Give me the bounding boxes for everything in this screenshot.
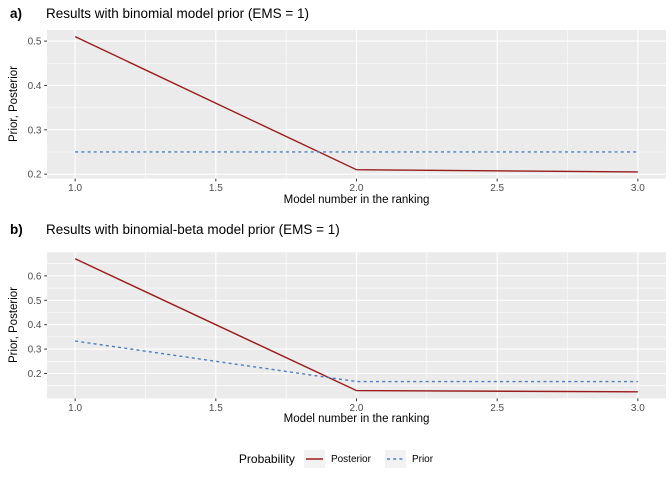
y-tick-label: 0.4 bbox=[28, 320, 42, 331]
legend-label-posterior: Posterior bbox=[330, 453, 371, 465]
chart-a-plot-area: 1.0 1.5 2.0 2.5 3.0 0.2 0.3 0.4 0.5 bbox=[0, 0, 672, 212]
y-tick-label: 0.2 bbox=[28, 369, 42, 380]
x-tick-label: 2.5 bbox=[490, 183, 504, 194]
legend: Probability Posterior Prior bbox=[0, 446, 672, 472]
x-tick-label: 1.0 bbox=[68, 403, 82, 414]
series-line-posterior bbox=[74, 258, 638, 393]
chart-b-tag: b) bbox=[10, 222, 23, 237]
x-tick-label: 3.0 bbox=[631, 183, 645, 194]
legend-item-prior: Prior bbox=[384, 450, 434, 468]
legend-title: Probability bbox=[238, 452, 295, 466]
x-tick-label: 3.0 bbox=[631, 403, 645, 414]
x-tick-label: 2.0 bbox=[350, 183, 364, 194]
y-tick-label: 0.3 bbox=[28, 345, 42, 356]
chart-b-x-axis-label: Model number in the ranking bbox=[283, 413, 430, 425]
y-tick-label: 0.2 bbox=[28, 170, 42, 181]
legend-item-posterior: Posterior bbox=[303, 450, 371, 468]
chart-b-title: b) Results with binomial-beta model prior… bbox=[10, 222, 340, 237]
y-tick-label: 0.6 bbox=[28, 271, 42, 282]
series-line-posterior bbox=[74, 36, 638, 173]
prior-line-key-icon bbox=[384, 450, 406, 468]
chart-a-tag: a) bbox=[10, 6, 23, 21]
chart-b-title-text: Results with binomial-beta model prior (… bbox=[46, 222, 340, 237]
x-tick-label: 1.0 bbox=[68, 183, 82, 194]
chart-a-x-axis-label: Model number in the ranking bbox=[283, 194, 430, 206]
y-tick-label: 0.5 bbox=[28, 37, 42, 48]
x-tick-label: 1.5 bbox=[209, 403, 223, 414]
series-line-prior bbox=[75, 340, 638, 383]
chart-a-title-text: Results with binomial model prior (EMS =… bbox=[46, 6, 309, 21]
x-tick-label: 2.0 bbox=[350, 403, 364, 414]
x-tick-label: 2.5 bbox=[490, 403, 504, 414]
y-tick-label: 0.3 bbox=[28, 125, 42, 136]
posterior-line-key-icon bbox=[303, 450, 325, 468]
legend-label-prior: Prior bbox=[411, 453, 434, 465]
chart-a-title: a) Results with binomial model prior (EMS… bbox=[10, 6, 309, 21]
x-tick-label: 1.5 bbox=[209, 183, 223, 194]
y-tick-label: 0.4 bbox=[28, 81, 42, 92]
y-tick-label: 0.5 bbox=[28, 296, 42, 307]
chart-b-plot-area: 1.0 1.5 2.0 2.5 3.0 0.2 0.3 0.4 0.5 0.6 bbox=[0, 214, 672, 430]
